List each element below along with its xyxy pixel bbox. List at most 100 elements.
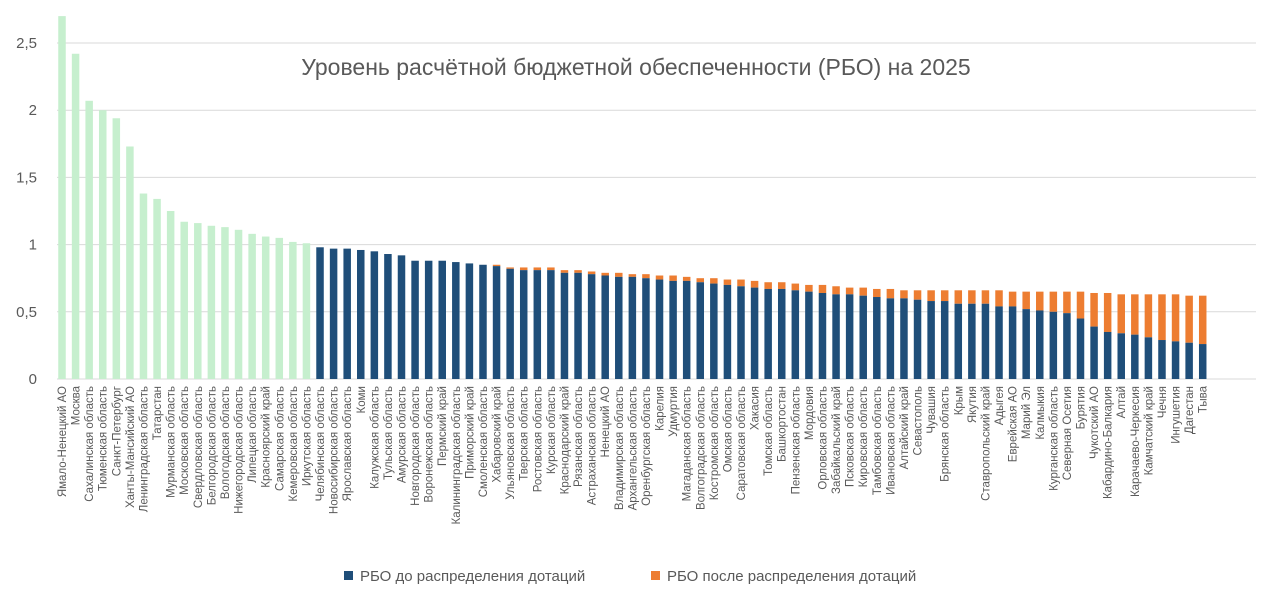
x-tick-label: Бурятия	[1076, 386, 1088, 429]
bar-above-one	[85, 100, 93, 380]
bar-above-one	[275, 237, 284, 379]
bar-after-dotations	[669, 275, 677, 281]
bar-before-dotations	[1022, 309, 1030, 379]
x-tick-label: Калининградская область	[451, 386, 463, 524]
chart-title: Уровень расчётной бюджетной обеспеченнос…	[301, 54, 970, 80]
bar-before-dotations	[519, 270, 528, 379]
bar-after-dotations	[519, 267, 528, 271]
y-axis-ticks: 0 0,5 1 1,5 2 2,5	[16, 35, 37, 388]
bar-before-dotations	[710, 283, 718, 379]
x-tick-label: Калмыкия	[1035, 386, 1047, 440]
bar-after-dotations	[1049, 291, 1058, 312]
bar-after-dotations	[900, 290, 908, 299]
x-tick-label: Ивановская область	[885, 386, 897, 495]
bar-before-dotations	[533, 270, 542, 379]
bar-before-dotations	[628, 276, 637, 379]
bar-above-one	[302, 243, 311, 379]
x-tick-label: Дагестан	[1184, 386, 1196, 434]
bar-after-dotations	[940, 290, 949, 302]
y-tick-label: 1,5	[16, 169, 37, 186]
bar-after-dotations	[1171, 294, 1180, 342]
bar-above-one	[153, 198, 161, 379]
x-tick-label: Пензенская область	[790, 386, 802, 494]
bar-before-dotations	[750, 287, 759, 379]
bar-before-dotations	[913, 299, 922, 379]
bar-after-dotations	[1036, 291, 1044, 311]
bar-after-dotations	[777, 282, 786, 289]
x-tick-label: Адыгея	[994, 386, 1006, 425]
bar-above-one	[166, 211, 175, 379]
bar-after-dotations	[1117, 294, 1125, 334]
bar-after-dotations	[886, 288, 895, 299]
x-tick-label: Татарстан	[152, 386, 164, 440]
bar-before-dotations	[397, 255, 406, 379]
bar-before-dotations	[1198, 344, 1207, 379]
x-tick-label: Ингушетия	[1171, 386, 1183, 444]
bar-before-dotations	[316, 247, 324, 379]
x-tick-label: Ненецкий АО	[600, 386, 612, 458]
bar-before-dotations	[506, 268, 514, 379]
x-tick-label: Костромская область	[709, 386, 721, 500]
bar-before-dotations	[1090, 326, 1098, 379]
bar-after-dotations	[723, 279, 732, 285]
x-tick-label: Москва	[71, 385, 83, 425]
bar-before-dotations	[777, 288, 786, 379]
x-tick-label: Воронежская область	[424, 386, 436, 503]
bar-before-dotations	[1117, 333, 1125, 379]
x-tick-label: Ханты-Мансийский АО	[125, 386, 137, 508]
bar-before-dotations	[968, 303, 976, 379]
bar-after-dotations	[968, 290, 976, 304]
bar-after-dotations	[832, 286, 840, 295]
bar-before-dotations	[832, 294, 840, 379]
x-tick-label: Якутия	[967, 386, 979, 423]
bar-after-dotations	[506, 267, 514, 269]
bar-before-dotations	[452, 262, 460, 379]
bar-after-dotations	[1103, 292, 1112, 332]
bar-before-dotations	[737, 286, 745, 379]
bar-before-dotations	[1008, 306, 1017, 379]
x-tick-label: Владимирская область	[614, 386, 626, 510]
bar-after-dotations	[873, 288, 881, 298]
x-tick-label: Кемеровская область	[288, 386, 300, 502]
bar-before-dotations	[886, 298, 895, 379]
bar-above-one	[126, 146, 134, 379]
bar-after-dotations	[601, 272, 609, 276]
bar-after-dotations	[574, 270, 582, 273]
x-tick-label: Ростовская область	[532, 386, 544, 492]
bar-before-dotations	[1103, 331, 1112, 379]
x-tick-label: Новосибирская область	[329, 386, 341, 514]
legend-label-before: РБО до распределения дотаций	[360, 568, 585, 585]
bar-before-dotations	[873, 297, 881, 379]
x-axis-labels: Ямало-Ненецкий АО Москва Сахалинская облас…	[57, 385, 1210, 524]
bar-after-dotations	[615, 272, 623, 277]
x-tick-label: Чукотский АО	[1089, 386, 1101, 459]
bar-above-one	[139, 193, 148, 379]
bar-above-one	[289, 241, 297, 379]
bar-before-dotations	[492, 266, 501, 379]
bar-after-dotations	[682, 276, 691, 281]
x-tick-label: Белгородская область	[206, 386, 218, 505]
bar-after-dotations	[547, 267, 555, 271]
bar-after-dotations	[560, 270, 569, 273]
bar-after-dotations	[1185, 295, 1193, 343]
bar-before-dotations	[384, 254, 392, 379]
bar-after-dotations	[628, 274, 637, 277]
bar-before-dotations	[791, 290, 800, 379]
x-tick-label: Вологодская область	[220, 386, 232, 499]
x-tick-label: Новгородская область	[410, 386, 422, 506]
x-tick-label: Хабаровский край	[492, 386, 504, 483]
bar-before-dotations	[1144, 337, 1153, 379]
bar-after-dotations	[805, 284, 813, 292]
x-tick-label: Северная Осетия	[1062, 386, 1074, 480]
x-tick-label: Еврейская АО	[1008, 386, 1020, 462]
x-tick-label: Пермский край	[437, 386, 449, 466]
legend: РБО до распределения дотаций РБО после р…	[344, 568, 916, 585]
bar-before-dotations	[682, 280, 691, 379]
bar-before-dotations	[1171, 341, 1180, 379]
x-tick-label: Тюменская область	[98, 386, 110, 491]
x-tick-label: Московская область	[179, 386, 191, 495]
bar-after-dotations	[913, 290, 922, 300]
x-tick-label: Ямало-Ненецкий АО	[57, 386, 69, 497]
x-tick-label: Мурманская область	[166, 386, 178, 498]
